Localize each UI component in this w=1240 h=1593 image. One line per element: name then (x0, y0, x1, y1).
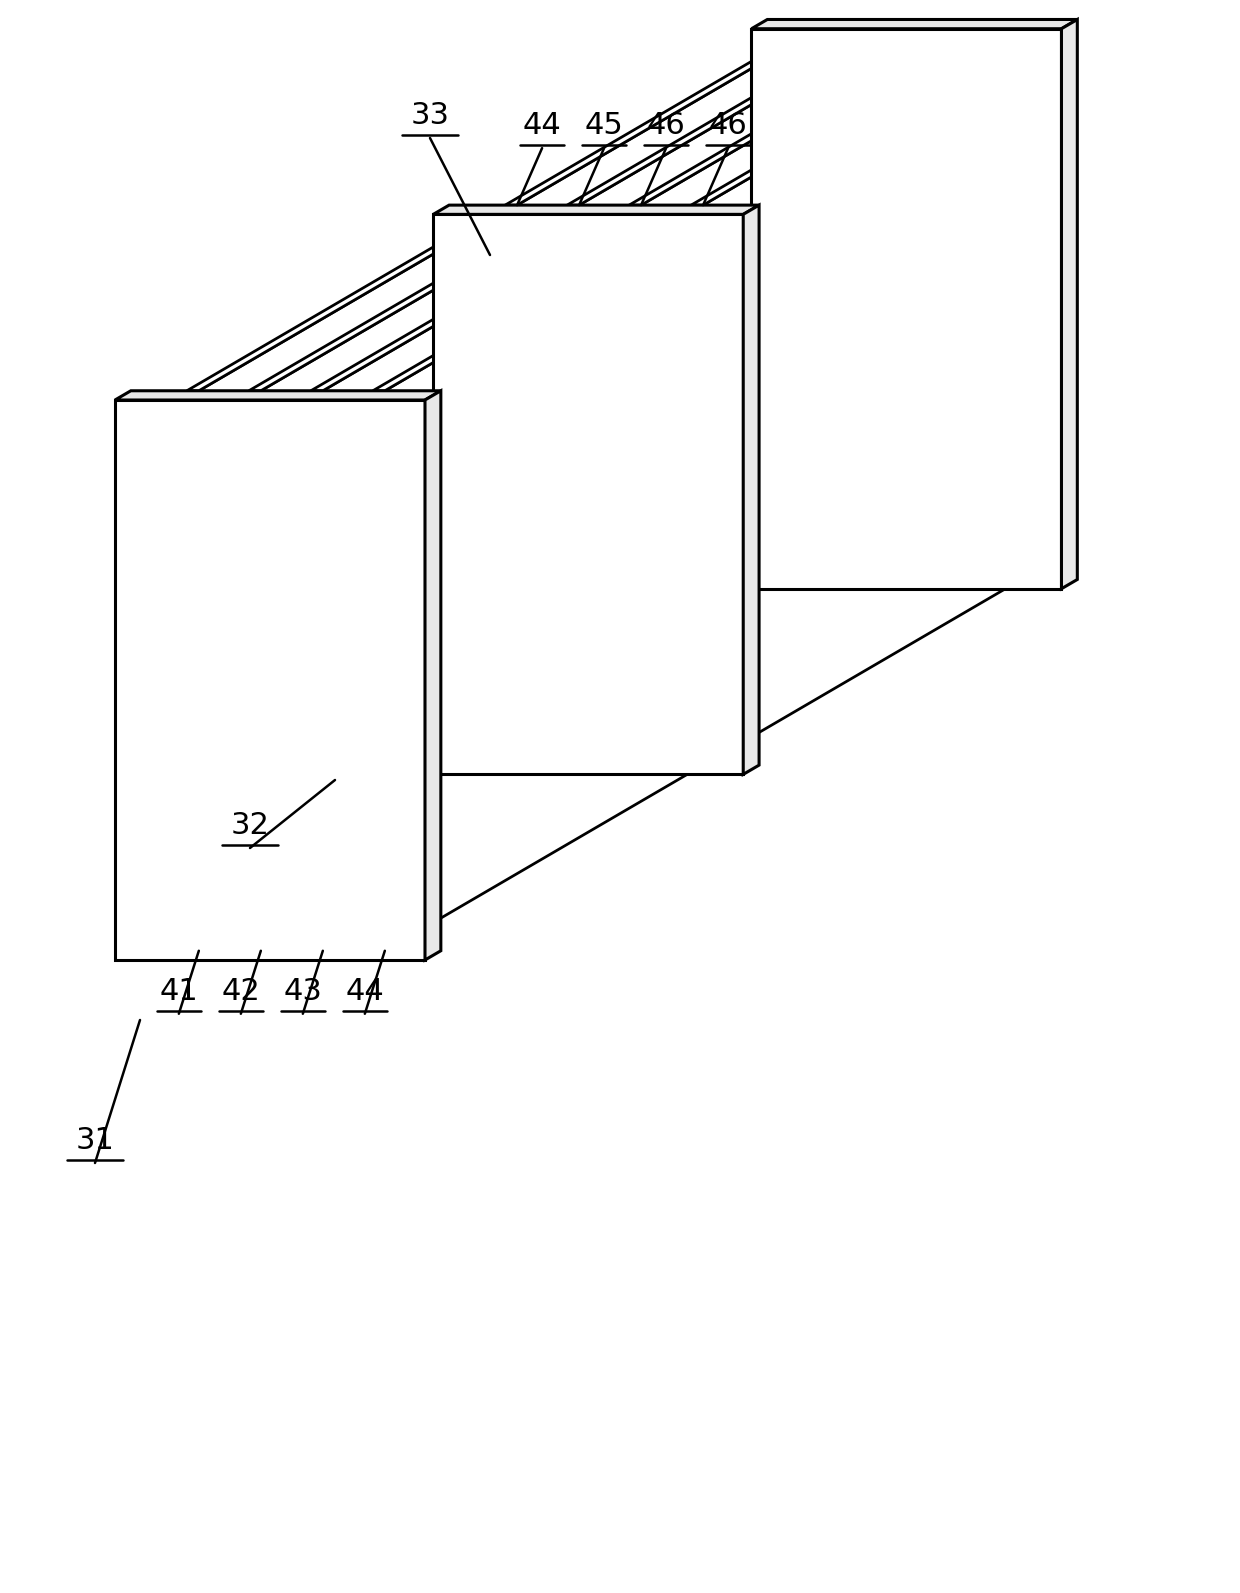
Text: 42: 42 (222, 977, 260, 1005)
Polygon shape (373, 390, 384, 951)
Polygon shape (433, 205, 759, 215)
Text: 44: 44 (523, 112, 562, 140)
Polygon shape (751, 29, 1061, 589)
Polygon shape (1061, 19, 1078, 589)
Polygon shape (567, 205, 579, 765)
Text: 45: 45 (585, 112, 624, 140)
Text: 32: 32 (231, 811, 269, 840)
Text: 46: 46 (709, 112, 748, 140)
Polygon shape (373, 215, 687, 390)
Polygon shape (198, 215, 501, 951)
Polygon shape (751, 19, 1078, 29)
Polygon shape (629, 205, 641, 765)
Polygon shape (187, 215, 501, 390)
Polygon shape (249, 390, 260, 951)
Polygon shape (425, 390, 441, 961)
Polygon shape (260, 215, 563, 951)
Polygon shape (187, 390, 198, 951)
Polygon shape (629, 29, 944, 205)
Polygon shape (641, 29, 944, 765)
Polygon shape (579, 29, 882, 765)
Polygon shape (505, 29, 820, 205)
Polygon shape (249, 215, 563, 390)
Polygon shape (384, 215, 687, 951)
Polygon shape (505, 205, 517, 765)
Polygon shape (433, 215, 743, 774)
Polygon shape (311, 390, 322, 951)
Text: 33: 33 (410, 100, 449, 131)
Polygon shape (311, 215, 625, 390)
Polygon shape (115, 400, 425, 961)
Text: 46: 46 (647, 112, 686, 140)
Polygon shape (691, 29, 1006, 205)
Polygon shape (517, 29, 820, 765)
Text: 44: 44 (346, 977, 384, 1005)
Polygon shape (322, 215, 625, 951)
Polygon shape (691, 205, 703, 765)
Text: 41: 41 (160, 977, 198, 1005)
Polygon shape (703, 29, 1006, 765)
Polygon shape (743, 205, 759, 774)
Text: 31: 31 (76, 1126, 114, 1155)
Polygon shape (115, 390, 441, 400)
Text: 43: 43 (284, 977, 322, 1005)
Polygon shape (567, 29, 882, 205)
